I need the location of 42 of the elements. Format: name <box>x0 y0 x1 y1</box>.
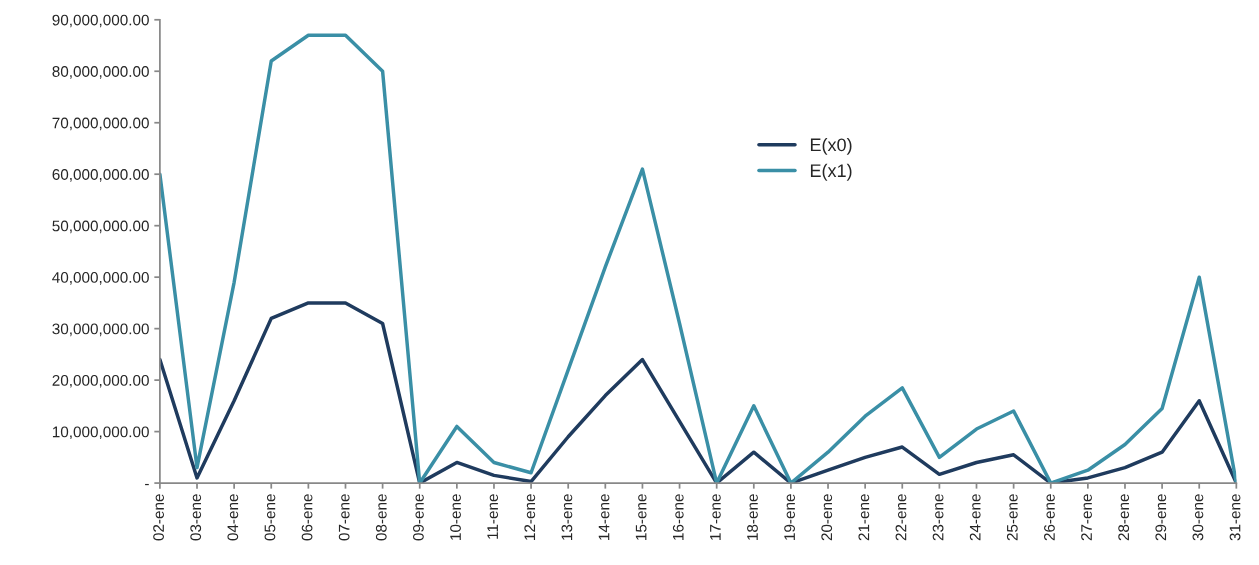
y-tick-label: 80,000,000.00 <box>52 66 149 79</box>
x-tick-label: 21-ene <box>858 494 870 541</box>
x-tick-label: 11-ene <box>487 494 499 539</box>
x-tick-label: 06-ene <box>301 494 313 541</box>
x-tick-label: 14-ene <box>598 494 610 540</box>
x-tick-label: 29-ene <box>1155 494 1167 541</box>
x-tick-label: 05-ene <box>264 494 276 541</box>
x-tick-label: 28-ene <box>1118 494 1130 541</box>
x-tick-label: 16-ene <box>672 494 684 540</box>
x-tick-label: 18-ene <box>747 494 758 540</box>
x-tick-label: 25-ene <box>1006 494 1018 541</box>
x-tick-label: 26-ene <box>1044 494 1055 541</box>
x-tick-label: 10-ene <box>450 494 461 540</box>
x-tick-label: 13-ene <box>561 494 573 540</box>
x-tick-label: 17-ene <box>710 494 721 540</box>
x-tick-label: 07-ene <box>338 494 350 541</box>
legend-label: E(x1) <box>810 163 852 181</box>
x-tick-label: 04-ene <box>227 494 239 541</box>
x-tick-label: 09-ene <box>413 494 424 541</box>
y-tick-label: - <box>145 483 149 486</box>
x-tick-label: 22-ene <box>895 494 907 541</box>
x-tick-label: 12-ene <box>524 494 536 540</box>
y-tick-label: 50,000,000.00 <box>52 220 149 234</box>
x-tick-label: 20-ene <box>821 494 833 541</box>
y-tick-label: 10,000,000.00 <box>52 426 149 440</box>
x-tick-label: 08-ene <box>375 494 387 541</box>
y-tick-label: 90,000,000.00 <box>52 14 149 28</box>
x-tick-label: 27-ene <box>1081 494 1092 541</box>
legend-label: E(x0) <box>810 137 852 155</box>
y-tick-label: 30,000,000.00 <box>52 323 149 337</box>
x-tick-label: 02-ene <box>153 494 164 541</box>
y-tick-label: 70,000,000.00 <box>52 117 149 131</box>
x-tick-label: 19-ene <box>784 494 796 540</box>
x-tick-label: 30-ene <box>1192 494 1204 541</box>
y-tick-label: 40,000,000.00 <box>52 272 149 285</box>
x-tick-label: 31-ene <box>1229 494 1241 541</box>
y-tick-label: 60,000,000.00 <box>52 169 149 182</box>
x-tick-label: 03-ene <box>190 494 202 541</box>
x-tick-label: 24-ene <box>969 494 981 541</box>
x-tick-label: 23-ene <box>932 494 944 541</box>
x-tick-label: 15-ene <box>635 494 647 540</box>
y-tick-label: 20,000,000.00 <box>52 374 149 388</box>
